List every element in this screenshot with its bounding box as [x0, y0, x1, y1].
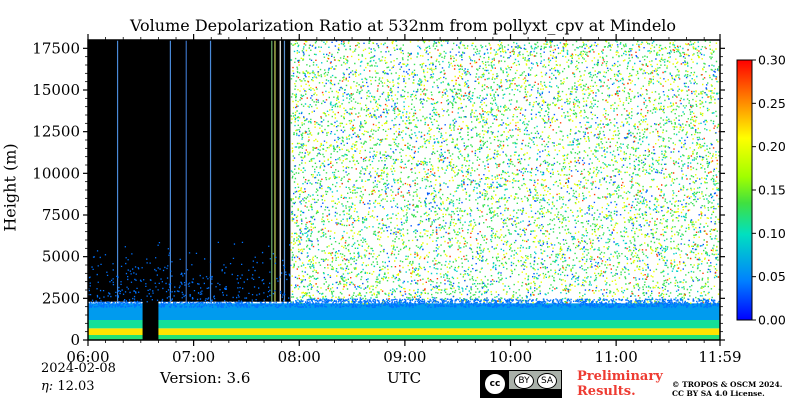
- cc-license-badge: cc BY SA: [480, 370, 562, 398]
- noise-speckle: [290, 40, 720, 305]
- no-signal-region-0: [88, 40, 291, 302]
- copyright-note: © TROPOS & OSCM 2024. CC BY SA 4.0 Licen…: [672, 380, 782, 398]
- layer-band-1: [88, 328, 720, 335]
- cc-logo-icon: cc: [484, 373, 506, 395]
- y-tick-label: 15000: [32, 81, 80, 99]
- cc-by-icon: BY: [514, 373, 534, 389]
- colorbar-tick-label: 0.20: [758, 139, 786, 154]
- preliminary-line-1: Preliminary: [577, 369, 663, 384]
- colorbar: 0.00 0.05 0.10 0.15 0.20 0.25 0.30: [736, 53, 786, 328]
- eta-value: 12.03: [57, 379, 95, 394]
- y-tick-label: 2500: [42, 289, 80, 307]
- eta-label: η: 12.03: [41, 379, 95, 394]
- cc-badge-strip: [509, 389, 561, 397]
- date-label: 2024-02-08: [41, 361, 116, 376]
- noise-green: [290, 40, 720, 305]
- plot-area: [88, 40, 720, 340]
- x-axis-label: UTC: [387, 369, 422, 387]
- colorbar-tick-label: 0.00: [758, 313, 786, 328]
- y-tick-label: 10000: [32, 164, 80, 182]
- eta-symbol: η:: [41, 379, 54, 394]
- x-tick-label: 09:00: [383, 348, 426, 366]
- colorbar-tick-label: 0.25: [758, 96, 786, 111]
- y-axis-label: Height (m): [0, 143, 20, 232]
- x-tick-label: 11:59: [698, 348, 741, 366]
- colorbar-tick-label: 0.30: [758, 53, 786, 68]
- x-tick-label: 08:00: [278, 348, 321, 366]
- y-tick-label: 12500: [32, 123, 80, 141]
- colorbar-tick-label: 0.10: [758, 226, 786, 241]
- y-tick-label: 0: [70, 331, 80, 349]
- copyright-line-1: © TROPOS & OSCM 2024.: [672, 380, 783, 389]
- preliminary-line-2: Results.: [577, 384, 636, 399]
- y-tick-label: 5000: [42, 248, 80, 266]
- y-axis: 0 2500 5000 7500 10000 12500 15000 17500: [32, 39, 725, 349]
- preliminary-results-note: Preliminary Results.: [577, 369, 663, 399]
- x-tick-label: 10:00: [489, 348, 532, 366]
- x-tick-label: 07:00: [172, 348, 215, 366]
- colorbar-tick-label: 0.05: [758, 269, 786, 284]
- x-tick-label: 11:00: [595, 348, 638, 366]
- y-tick-label: 7500: [42, 206, 80, 224]
- low-level-speckle: [88, 241, 292, 303]
- version-label: Version: 3.6: [160, 369, 251, 387]
- cc-sa-icon: SA: [537, 373, 557, 389]
- colorbar-gradient: [736, 59, 753, 321]
- layer-band-2: [88, 320, 720, 329]
- copyright-line-2: CC BY SA 4.0 License.: [672, 389, 765, 398]
- layer-band-0: [88, 335, 720, 340]
- chart-title: Volume Depolarization Ratio at 532nm fro…: [129, 16, 677, 35]
- x-axis: 06:00 07:00 08:00 09:00 10:00 11:00 11:59: [66, 34, 742, 366]
- colorbar-tick-label: 0.15: [758, 183, 786, 198]
- no-signal-region-1: [142, 40, 159, 340]
- x-tick-label: 06:00: [66, 348, 109, 366]
- y-tick-label: 17500: [32, 39, 80, 57]
